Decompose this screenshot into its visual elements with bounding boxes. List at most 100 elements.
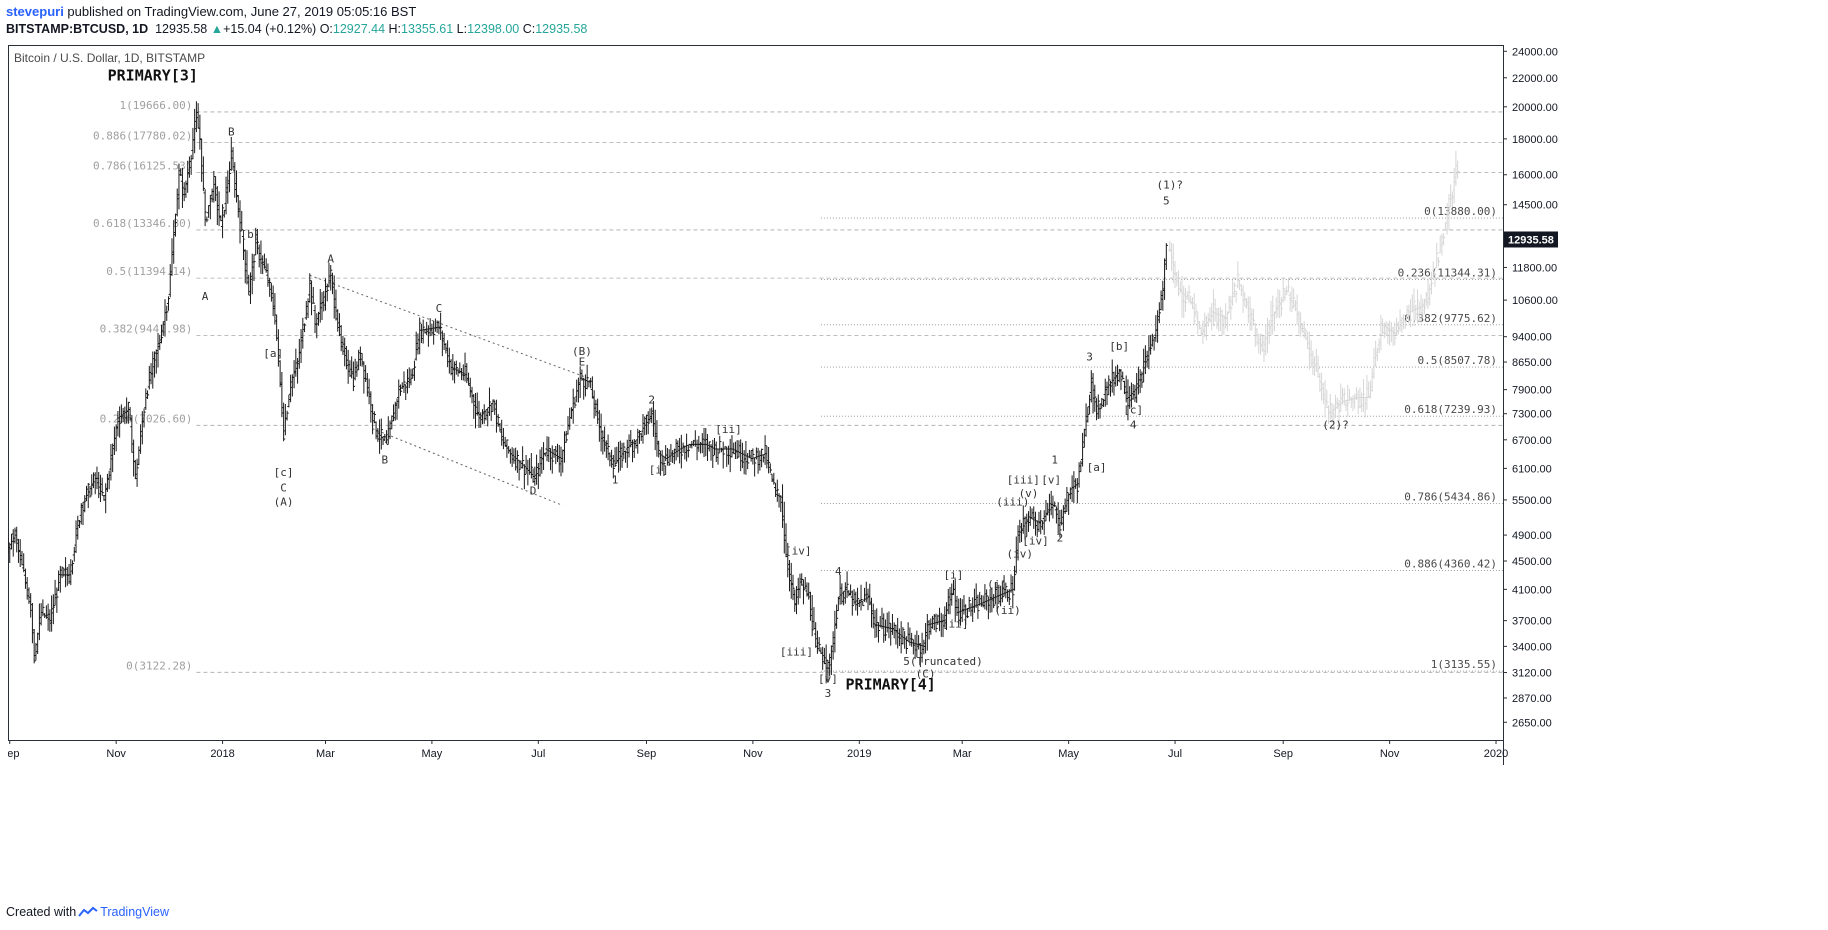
ohlc-bar	[711, 439, 715, 468]
ohlc-bar	[489, 403, 493, 421]
ohlc-bar	[416, 333, 420, 355]
projection-bar	[1295, 294, 1299, 325]
price-chart[interactable]: Bitcoin / U.S. Dollar, 1D, BITSTAMP 2650.…	[8, 45, 1758, 895]
ohlc-bar	[1004, 582, 1008, 599]
projection-bar	[1231, 279, 1235, 306]
ohlc-bar	[988, 588, 992, 613]
projection-bar	[1356, 389, 1360, 415]
ohlc-bar	[695, 439, 699, 461]
projection-bar	[1394, 317, 1399, 336]
projection-bar	[1347, 388, 1352, 401]
ohlc-bar	[37, 603, 42, 641]
projection-bar	[1393, 322, 1397, 346]
ohlc-bar	[1087, 394, 1092, 415]
ohlc-bar	[418, 317, 422, 355]
ohlc-bar	[739, 439, 743, 472]
ohlc-bar	[1033, 511, 1038, 536]
ohlc-bar	[639, 432, 643, 441]
published-text: published on TradingView.com, June 27, 2…	[63, 4, 417, 19]
fib-label-2018: 0(3122.28)	[126, 659, 192, 672]
ohlc-bar	[937, 607, 942, 632]
ohlc-bar	[29, 593, 33, 618]
ohlc-bar	[439, 312, 443, 340]
ohlc-bar	[620, 442, 624, 468]
projection-bar	[1302, 321, 1306, 339]
author-link[interactable]: stevepuri	[6, 4, 64, 19]
ohlc-bar	[531, 468, 535, 483]
ohlc-bar	[367, 378, 371, 405]
projection-bar	[1241, 285, 1245, 314]
ohlc-bar	[404, 384, 408, 401]
ohlc-bar	[622, 442, 626, 459]
ohlc-bar	[100, 477, 104, 496]
wave-label: [b]	[1109, 340, 1129, 353]
projection-bar	[1316, 355, 1320, 378]
ohlc-bar	[301, 317, 305, 349]
wave-label: [a]	[263, 347, 283, 360]
ohlc-bar	[432, 320, 436, 345]
projection-bar	[1436, 257, 1441, 267]
ohlc-bar	[847, 590, 851, 597]
ohlc-bar	[899, 621, 903, 654]
ohlc-bar	[815, 630, 820, 654]
ohlc-bar	[705, 433, 710, 461]
projection-bar	[1422, 298, 1427, 315]
ohlc-bar	[376, 428, 380, 442]
ohlc-bar	[327, 262, 331, 288]
ohlc-bar	[637, 430, 642, 444]
ohlc-bar	[540, 447, 544, 474]
ohlc-bar	[1107, 375, 1111, 396]
wave-label: (B)	[572, 345, 592, 358]
wave-label: [a]	[1087, 461, 1107, 474]
ohlc-bar	[981, 595, 985, 608]
ohlc-bar	[548, 448, 553, 471]
ohlc-bar	[269, 283, 274, 302]
projection-bar	[1442, 233, 1446, 246]
ohlc-bar	[906, 622, 910, 642]
ohlc-bar	[63, 557, 68, 588]
ohlc-bar	[229, 137, 233, 171]
ohlc-bar	[971, 597, 975, 622]
ohlc-bar	[522, 464, 526, 490]
chart-frame[interactable]: Bitcoin / U.S. Dollar, 1D, BITSTAMP 2650.…	[8, 45, 1758, 895]
projection-bar	[1267, 320, 1271, 345]
ohlc-bar	[1080, 432, 1085, 467]
ohlc-bar	[159, 324, 164, 344]
tradingview-link[interactable]: TradingView	[78, 905, 169, 919]
projection-bar	[1374, 340, 1378, 367]
ohlc-bar	[777, 493, 781, 508]
ohlc-bar	[133, 459, 137, 480]
ohlc-bar	[353, 358, 357, 381]
projection-bar	[1227, 295, 1231, 314]
ohlc-bar	[1047, 493, 1052, 522]
projection-bar	[1206, 312, 1210, 328]
ohlc-bar	[334, 289, 338, 321]
ohlc-bar	[198, 114, 202, 150]
ohlc-bar	[255, 228, 260, 255]
ohlc-bar	[576, 377, 581, 403]
ohlc-bar	[740, 442, 745, 469]
ohlc-bar	[98, 474, 103, 503]
ohlc-bar	[1040, 520, 1045, 530]
projection-bar	[1271, 295, 1275, 335]
price-change: +15.04 (+0.12%)	[223, 22, 317, 36]
ohlc-bar	[810, 594, 814, 637]
ohlc-bar	[421, 319, 425, 344]
ohlc-bar	[494, 399, 499, 433]
projection-bar	[1333, 394, 1338, 418]
fib-label-2019: 1(3135.55)	[1431, 658, 1497, 671]
ohlc-bar	[355, 361, 359, 377]
ohlc-bar	[264, 258, 268, 273]
ohlc-bar	[461, 364, 465, 381]
ohlc-bar	[775, 479, 779, 502]
ohlc-bar	[151, 351, 155, 389]
ohlc-bar	[282, 402, 286, 442]
ohlc-bar	[456, 368, 460, 377]
ohlc-bar	[709, 444, 713, 461]
ohlc-bar	[557, 444, 561, 473]
projection-bar	[1211, 289, 1216, 327]
ohlc-bar	[1149, 335, 1153, 355]
projection-bar	[1255, 328, 1259, 346]
ohlc-bar	[1142, 348, 1146, 383]
ohlc-bar	[1061, 505, 1065, 531]
